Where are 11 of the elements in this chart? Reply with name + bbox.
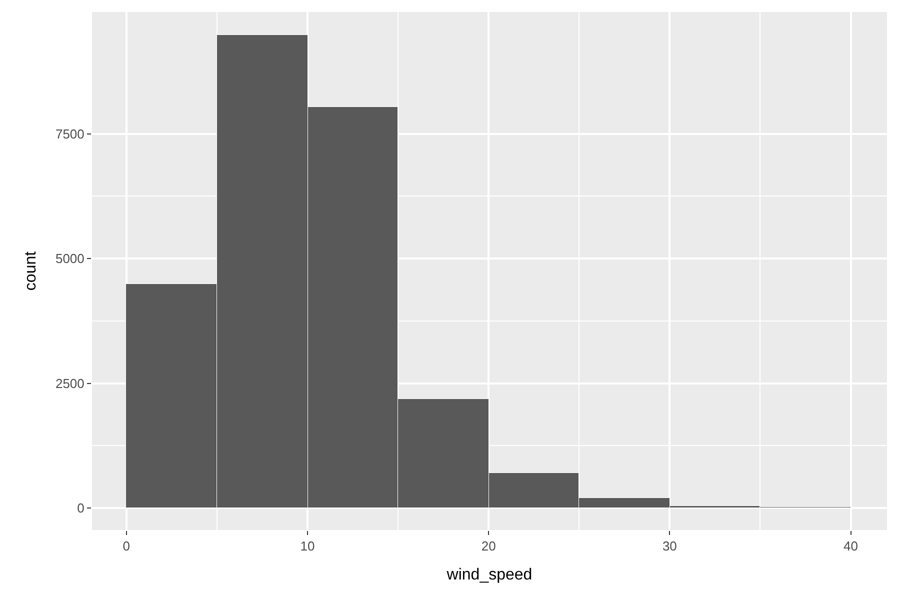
y-tick-label: 7500 [55,126,84,142]
y-tick-label: 2500 [55,376,84,391]
x-tick-label: 20 [481,538,496,554]
x-tick-label: 10 [300,538,315,554]
x-tick-label: 0 [122,538,130,554]
y-tick-label: 5000 [55,251,84,266]
y-tick-label: 0 [77,500,84,516]
x-axis-title: wind_speed [446,566,532,584]
x-tick-label: 30 [662,538,677,554]
x-tick-label: 40 [844,538,858,554]
y-axis-title: count [22,250,40,291]
